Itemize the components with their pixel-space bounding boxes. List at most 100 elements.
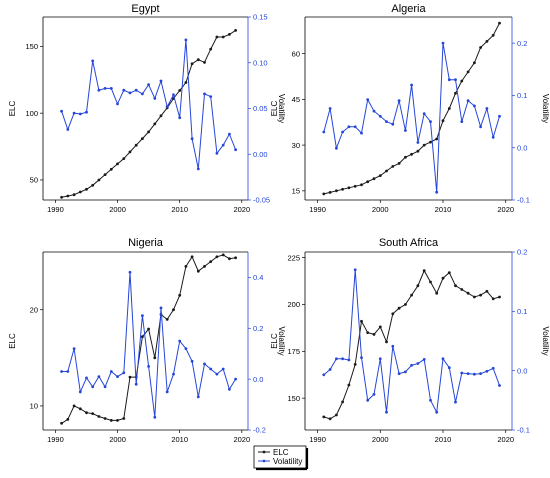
volatility-point: [429, 398, 432, 402]
elc-point: [341, 187, 344, 191]
elc-point: [422, 143, 426, 147]
volatility-point: [128, 270, 132, 274]
volatility-point: [404, 129, 407, 132]
elc-point: [141, 137, 144, 141]
series-line-elc: [61, 29, 236, 198]
elc-point: [335, 413, 338, 417]
x-tick-label: 2010: [171, 205, 188, 214]
panel-egypt: Egypt 1990 2000 2010 2020 50 100 150 -0.05 0.00 0.…: [8, 3, 286, 214]
elc-point: [385, 169, 388, 173]
volatility-point: [159, 306, 163, 310]
volatility-point: [498, 114, 501, 118]
y-tick-label: 225: [287, 253, 300, 262]
elc-point: [103, 173, 107, 177]
volatility-point: [460, 371, 464, 375]
elc-point: [91, 412, 95, 415]
volatility-point: [97, 88, 101, 92]
elc-point: [134, 143, 138, 147]
volatility-point: [447, 366, 451, 370]
elc-point: [66, 194, 70, 198]
elc-point: [78, 190, 82, 194]
elc-point: [128, 375, 132, 379]
volatility-point: [435, 410, 439, 414]
elc-point: [498, 295, 501, 299]
x-tick-label: 1990: [309, 205, 326, 214]
volatility-point: [479, 125, 482, 129]
volatility-point: [479, 372, 482, 375]
volatility-point: [165, 390, 169, 394]
volatility-point: [184, 347, 188, 350]
volatility-point: [116, 102, 119, 106]
elc-point: [190, 62, 194, 66]
elc-point: [184, 81, 188, 84]
volatility-point: [335, 146, 338, 150]
elc-point: [196, 58, 200, 62]
volatility-point: [66, 128, 70, 131]
panel-nigeria: Nigeria 1990 2000 2010 2020 10 20 -0.2 0.0 0.2 0.4…: [8, 237, 286, 444]
volatility-point: [134, 382, 138, 386]
volatility-point: [221, 367, 225, 371]
x-tick-label: 2000: [109, 205, 126, 214]
volatility-point: [466, 99, 470, 103]
volatility-point: [360, 356, 363, 359]
volatility-point: [103, 87, 107, 90]
elc-point: [328, 191, 332, 194]
volatility-point: [178, 339, 182, 343]
x-tick-label: 1990: [309, 435, 326, 444]
volatility-point: [72, 111, 76, 115]
elc-point: [435, 137, 439, 141]
y2-tick-label: 0.15: [253, 13, 268, 22]
elc-point: [128, 150, 132, 154]
volatility-point: [221, 143, 225, 147]
volatility-point: [184, 38, 188, 42]
elc-point: [209, 260, 213, 263]
volatility-point: [347, 358, 351, 362]
x-tick-label: 2000: [109, 435, 126, 444]
volatility-point: [153, 97, 157, 100]
elc-point: [72, 193, 76, 197]
elc-point: [479, 293, 482, 297]
elc-point: [466, 70, 470, 74]
y2-tick-label: 0.1: [517, 307, 527, 316]
volatility-point: [366, 98, 370, 101]
elc-point: [479, 46, 482, 49]
volatility-point: [78, 112, 82, 116]
elc-point: [91, 183, 95, 187]
volatility-point: [60, 370, 63, 373]
elc-point: [491, 297, 495, 301]
elc-point: [72, 404, 76, 408]
x-tick-label: 2020: [233, 435, 250, 444]
elc-point: [441, 119, 445, 123]
elc-point: [353, 184, 357, 188]
elc-point: [178, 89, 182, 92]
elc-point: [410, 293, 413, 297]
y2-axis-label: Volatility: [541, 326, 550, 355]
y-axis-label: ELC: [8, 333, 17, 349]
panel-title: Nigeria: [128, 237, 164, 249]
volatility-point: [372, 109, 376, 113]
elc-point: [109, 167, 113, 171]
x-tick-label: 2020: [233, 205, 250, 214]
y-tick-label: 175: [287, 347, 300, 356]
y-tick-label: 30: [292, 141, 300, 150]
elc-point: [103, 417, 107, 420]
volatility-point: [97, 375, 101, 378]
volatility-point: [416, 362, 420, 365]
x-tick-label: 2010: [435, 435, 452, 444]
elc-point: [116, 162, 119, 166]
y-tick-label: 200: [287, 300, 300, 309]
elc-point: [353, 363, 357, 366]
volatility-point: [466, 372, 470, 375]
elc-point: [190, 255, 194, 259]
volatility-point: [410, 83, 413, 87]
x-tick-label: 2010: [171, 435, 188, 444]
elc-point: [60, 195, 63, 199]
elc-point: [153, 122, 157, 126]
volatility-point: [228, 132, 231, 136]
series-line-volatility: [61, 272, 237, 418]
x-tick-label: 1990: [47, 435, 64, 444]
volatility-point: [116, 375, 119, 378]
y2-tick-label: 0.00: [253, 150, 268, 159]
y-tick-label: 150: [25, 42, 38, 51]
elc-point: [404, 155, 407, 159]
